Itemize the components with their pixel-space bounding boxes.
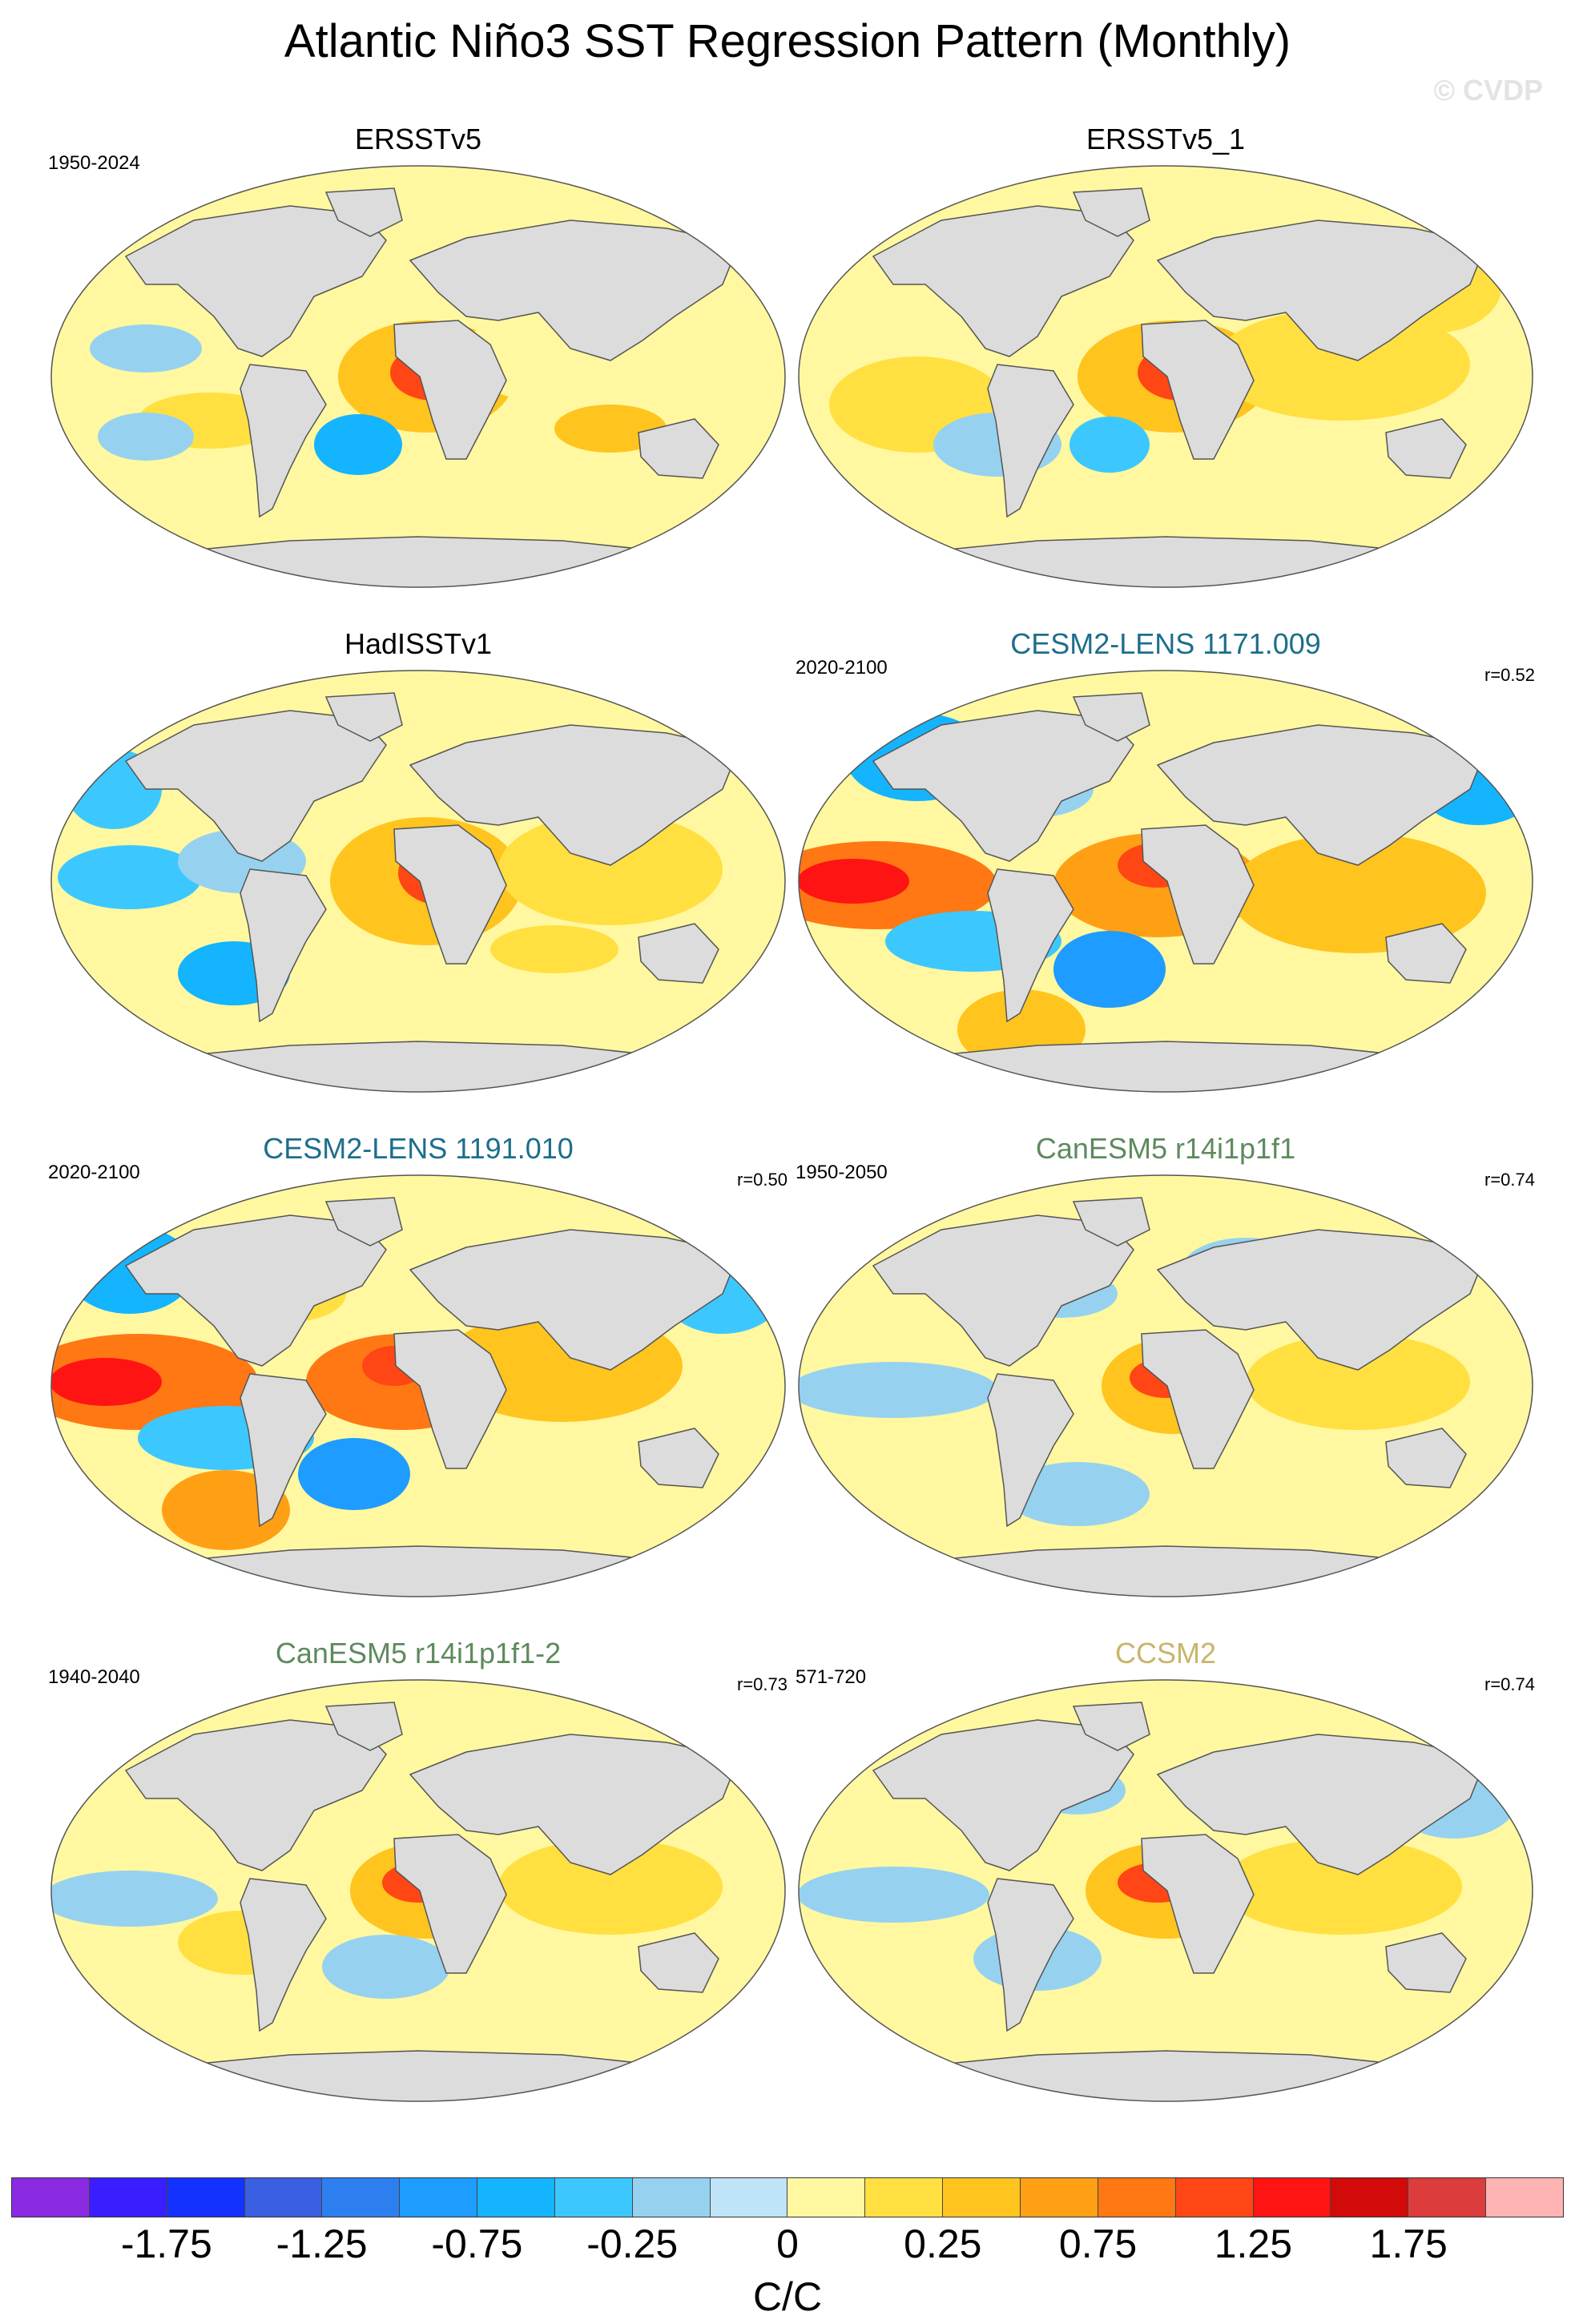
colorbar-label: -0.75 [431, 2221, 523, 2266]
map-outline [798, 165, 1533, 588]
anomaly-region [322, 1935, 450, 1999]
world-map [798, 1679, 1533, 2102]
map-outline [798, 1679, 1533, 2102]
world-map [50, 165, 786, 588]
colorbar-box [400, 2178, 478, 2217]
anomaly-region [98, 413, 194, 461]
anomaly-region [1230, 833, 1486, 953]
panel-period: 571-720 [796, 1666, 867, 1688]
colorbar [11, 2177, 1564, 2217]
panel-correlation: r=0.74 [1484, 1170, 1535, 1190]
colorbar-label: -1.75 [120, 2221, 212, 2266]
colorbar-box [1253, 2178, 1331, 2217]
colorbar-label: 0.75 [1058, 2221, 1138, 2266]
anomaly-region [1053, 931, 1166, 1008]
colorbar-units: C/C [752, 2274, 823, 2319]
map-outline [50, 1679, 786, 2102]
panel-title: HadISSTv1 [344, 627, 493, 660]
panel-period: 2020-2100 [48, 1162, 140, 1183]
panel-correlation: r=0.50 [737, 1170, 788, 1190]
colorbar-box [788, 2178, 866, 2217]
anomaly-region [1246, 1334, 1470, 1430]
colorbar-box [943, 2178, 1021, 2217]
colorbar-box [710, 2178, 788, 2217]
world-map [50, 1174, 786, 1597]
colorbar-box [1331, 2178, 1409, 2217]
anomaly-region [314, 414, 402, 475]
panel-title: CESM2-LENS 1191.010 [263, 1132, 574, 1165]
colorbar-box [865, 2178, 944, 2217]
anomaly-region [498, 813, 723, 925]
panel-title: ERSSTv5_1 [1086, 123, 1246, 155]
panel-title: CanESM5 r14i1p1f1-2 [275, 1637, 562, 1669]
colorbar-box [477, 2178, 555, 2217]
panel-period: 1950-2024 [48, 152, 140, 174]
anomaly-region [498, 1839, 723, 1935]
colorbar-label: 0.25 [904, 2221, 982, 2266]
colorbar-box [1020, 2178, 1098, 2217]
panel-title: CCSM2 [1114, 1637, 1217, 1669]
map-outline [50, 165, 786, 588]
colorbar-box [1408, 2178, 1487, 2217]
anomaly-region [1069, 417, 1150, 473]
anomaly-region [1005, 1462, 1150, 1526]
panel-correlation: r=0.73 [737, 1674, 788, 1694]
colorbar-label: 0 [776, 2221, 799, 2266]
colorbar-box [1175, 2178, 1254, 2217]
colorbar-box [632, 2178, 711, 2217]
world-map [798, 1174, 1533, 1597]
anomaly-region [51, 1358, 162, 1406]
panel-title: CanESM5 r14i1p1f1 [1035, 1132, 1296, 1165]
panel-correlation: r=0.74 [1484, 1674, 1535, 1694]
anomaly-region [799, 859, 909, 904]
colorbar-box [89, 2178, 167, 2217]
anomaly-region [554, 405, 667, 453]
anomaly-region [799, 1362, 997, 1418]
colorbar-label: -1.25 [276, 2221, 368, 2266]
colorbar-label: -0.25 [586, 2221, 679, 2266]
anomaly-region [1214, 308, 1470, 421]
map-outline [50, 1174, 786, 1597]
colorbar-label: 1.75 [1369, 2221, 1448, 2266]
panel-period: 2020-2100 [796, 657, 888, 679]
world-map [798, 165, 1533, 588]
colorbar-box [322, 2178, 401, 2217]
map-outline [798, 670, 1533, 1093]
colorbar-box [167, 2178, 245, 2217]
colorbar-box [1098, 2178, 1176, 2217]
figure-title: Atlantic Niño3 SST Regression Pattern (M… [284, 15, 1291, 67]
anomaly-region [51, 1871, 218, 1927]
panel-title: CESM2-LENS 1171.009 [1010, 627, 1321, 660]
panel-period: 1950-2050 [796, 1162, 888, 1183]
cvdp-watermark: © CVDP [1433, 74, 1543, 107]
map-outline [50, 670, 786, 1093]
world-map [798, 670, 1533, 1093]
map-outline [798, 1174, 1533, 1597]
anomaly-region [298, 1438, 410, 1510]
anomaly-region [1222, 1839, 1462, 1935]
anomaly-region [58, 845, 202, 909]
anomaly-region [90, 324, 202, 373]
anomaly-region [490, 925, 618, 973]
panel-correlation: r=0.52 [1484, 665, 1535, 685]
colorbar-box [1486, 2178, 1563, 2217]
world-map [50, 1679, 786, 2102]
world-map [50, 670, 786, 1093]
panel-period: 1940-2040 [48, 1666, 140, 1688]
panel-title: ERSSTv5 [354, 123, 482, 155]
colorbar-box [554, 2178, 633, 2217]
colorbar-box [12, 2178, 90, 2217]
colorbar-box [244, 2178, 323, 2217]
anomaly-region [799, 1867, 989, 1923]
colorbar-label: 1.25 [1214, 2221, 1293, 2266]
